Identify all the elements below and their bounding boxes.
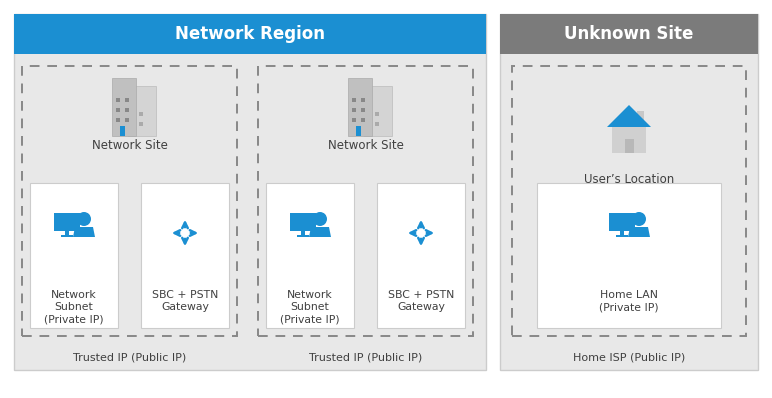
Bar <box>124 98 128 102</box>
Circle shape <box>313 212 327 226</box>
Bar <box>347 78 371 136</box>
Bar <box>356 126 361 136</box>
Bar <box>54 213 80 231</box>
Bar <box>374 122 378 126</box>
Bar <box>116 108 120 112</box>
Bar <box>377 183 465 328</box>
Bar <box>361 98 364 102</box>
Bar <box>14 14 486 54</box>
Bar <box>127 86 155 136</box>
Bar <box>290 213 316 231</box>
Text: Network Region: Network Region <box>175 25 325 43</box>
Text: User’s Location: User’s Location <box>584 173 674 186</box>
Text: Trusted IP (Public IP): Trusted IP (Public IP) <box>309 353 422 363</box>
Bar <box>351 118 355 122</box>
Bar <box>500 14 758 54</box>
Text: Network
Subnet
(Private IP): Network Subnet (Private IP) <box>44 290 103 325</box>
Bar <box>367 122 371 126</box>
Polygon shape <box>309 227 331 237</box>
Bar <box>266 183 354 328</box>
Bar <box>120 126 125 136</box>
Bar <box>361 108 364 112</box>
Text: SBC + PSTN
Gateway: SBC + PSTN Gateway <box>152 290 218 312</box>
Bar <box>512 66 746 336</box>
Bar <box>111 78 136 136</box>
Bar <box>30 183 118 328</box>
Text: Trusted IP (Public IP): Trusted IP (Public IP) <box>73 353 186 363</box>
Bar <box>351 98 355 102</box>
Bar <box>609 213 635 231</box>
Bar <box>637 111 644 127</box>
Text: Unknown Site: Unknown Site <box>564 25 694 43</box>
Bar <box>625 139 634 153</box>
Circle shape <box>632 212 646 226</box>
Bar <box>22 66 237 336</box>
Bar <box>138 112 143 116</box>
Bar <box>130 112 134 116</box>
Bar <box>141 183 229 328</box>
Bar <box>616 234 628 236</box>
Bar <box>61 234 73 236</box>
Bar <box>351 108 355 112</box>
Text: Home LAN
(Private IP): Home LAN (Private IP) <box>599 290 659 312</box>
Bar <box>374 112 378 116</box>
Bar <box>367 112 371 116</box>
Bar <box>612 127 646 153</box>
Bar <box>130 122 134 126</box>
Bar <box>297 234 309 236</box>
Bar <box>116 118 120 122</box>
Text: Network
Subnet
(Private IP): Network Subnet (Private IP) <box>280 290 340 325</box>
Bar <box>124 108 128 112</box>
Bar <box>258 66 473 336</box>
Bar <box>301 231 305 235</box>
Polygon shape <box>628 227 650 237</box>
Bar <box>620 231 624 235</box>
Bar <box>116 98 120 102</box>
Circle shape <box>77 212 91 226</box>
Bar <box>65 231 69 235</box>
Bar <box>500 14 758 370</box>
Text: Network Site: Network Site <box>327 139 404 152</box>
Bar <box>364 86 391 136</box>
Text: SBC + PSTN
Gateway: SBC + PSTN Gateway <box>388 290 454 312</box>
Bar <box>537 183 721 328</box>
Bar <box>361 118 364 122</box>
Polygon shape <box>73 227 95 237</box>
Bar <box>124 118 128 122</box>
Text: Network Site: Network Site <box>92 139 168 152</box>
Text: Home ISP (Public IP): Home ISP (Public IP) <box>573 353 685 363</box>
Bar <box>138 122 143 126</box>
Bar <box>14 14 486 370</box>
Polygon shape <box>607 105 651 127</box>
